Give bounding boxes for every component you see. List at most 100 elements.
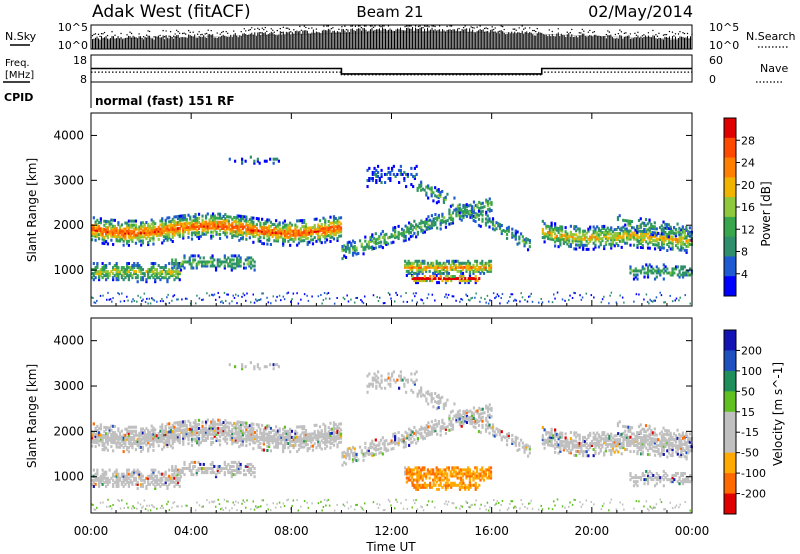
power-cell [127, 262, 131, 266]
power-cell [112, 228, 115, 232]
velocity-cell [327, 430, 330, 434]
velocity-cell [133, 425, 136, 429]
power-cell [462, 203, 465, 207]
velocity-cell [269, 439, 272, 443]
power-cell [458, 215, 462, 219]
velocity-cell [318, 425, 322, 429]
velocity-cell [236, 430, 239, 434]
velocity-cell [278, 429, 281, 433]
power-cell [161, 270, 164, 274]
velocity-cell [275, 445, 278, 449]
power-cell [303, 231, 306, 235]
power-cell [148, 238, 152, 242]
power-cell [645, 232, 648, 236]
power-cell [290, 223, 294, 227]
power-cell [420, 219, 423, 223]
velocity-cell [176, 427, 180, 431]
velocity-cell [296, 435, 299, 439]
power-cell [636, 235, 639, 239]
nsearch-dot [483, 27, 486, 30]
nsearch-dot [458, 27, 460, 30]
power-cell [436, 281, 439, 285]
power-cell [646, 300, 649, 303]
velocity-cell [99, 423, 102, 427]
velocity-cell [285, 440, 288, 444]
power-cell [261, 225, 264, 229]
power-cell [245, 233, 248, 237]
velocity-cell [324, 436, 327, 440]
power-cell [271, 231, 274, 235]
velocity-cell [150, 438, 153, 442]
power-cell [199, 256, 202, 260]
power-cell [222, 214, 225, 218]
velocity-cell [113, 424, 116, 428]
velocity-cell [194, 423, 197, 427]
power-cell [382, 302, 385, 305]
velocity-cell [101, 482, 104, 486]
power-cell [420, 188, 423, 192]
power-cell [148, 230, 152, 234]
power-cell [427, 277, 430, 281]
velocity-cell [331, 435, 334, 439]
nsearch-dot [205, 32, 208, 35]
power-cell [555, 234, 558, 238]
power-cell [317, 229, 320, 233]
power-cell [685, 225, 688, 229]
power-cell [276, 157, 279, 161]
power-cell [610, 242, 613, 246]
power-cell [331, 231, 334, 235]
power-cell [573, 233, 576, 237]
velocity-cell [120, 439, 123, 443]
velocity-cell [148, 435, 152, 439]
power-cell [269, 224, 272, 228]
velocity-cell [173, 429, 176, 433]
power-cell [266, 228, 269, 232]
power-cell [190, 225, 194, 229]
power-cell [603, 226, 606, 230]
power-cell [196, 222, 199, 226]
power-cell [392, 234, 395, 238]
power-cell [557, 245, 560, 249]
power-cell [119, 237, 122, 241]
power-cell [190, 231, 194, 235]
velocity-cell [175, 433, 178, 437]
power-cell [96, 224, 99, 228]
power-cell [592, 247, 595, 251]
power-cell [408, 237, 411, 241]
power-cell [313, 229, 316, 233]
power-cell [404, 224, 407, 228]
power-cell [412, 265, 415, 269]
power-cell [101, 227, 104, 231]
power-cell [292, 229, 295, 233]
power-cell [320, 241, 323, 245]
power-cell [467, 263, 470, 267]
power-cell [204, 222, 208, 226]
velocity-cell [336, 433, 339, 437]
power-cell [101, 229, 104, 233]
power-cell [411, 299, 414, 302]
power-cell [638, 229, 641, 233]
power-cell [648, 230, 651, 234]
power-cell [458, 261, 461, 265]
power-cell [192, 260, 195, 264]
power-cell [169, 272, 173, 276]
power-cell [152, 222, 155, 226]
power-cell [325, 228, 329, 232]
power-cell [254, 228, 257, 232]
power-cell [103, 239, 106, 243]
power-cell [655, 243, 658, 247]
velocity-cell [339, 422, 343, 426]
power-cell [214, 266, 218, 270]
power-cell [327, 228, 330, 232]
power-cell [618, 239, 622, 243]
power-cell [185, 226, 188, 230]
velocity-cell [115, 484, 118, 488]
nsearch-dot [210, 29, 212, 32]
power-cell [681, 227, 684, 231]
power-cell [185, 223, 188, 227]
velocity-cell [231, 440, 234, 444]
power-cell [641, 240, 644, 244]
power-cell [450, 213, 453, 217]
power-cell [253, 268, 256, 272]
